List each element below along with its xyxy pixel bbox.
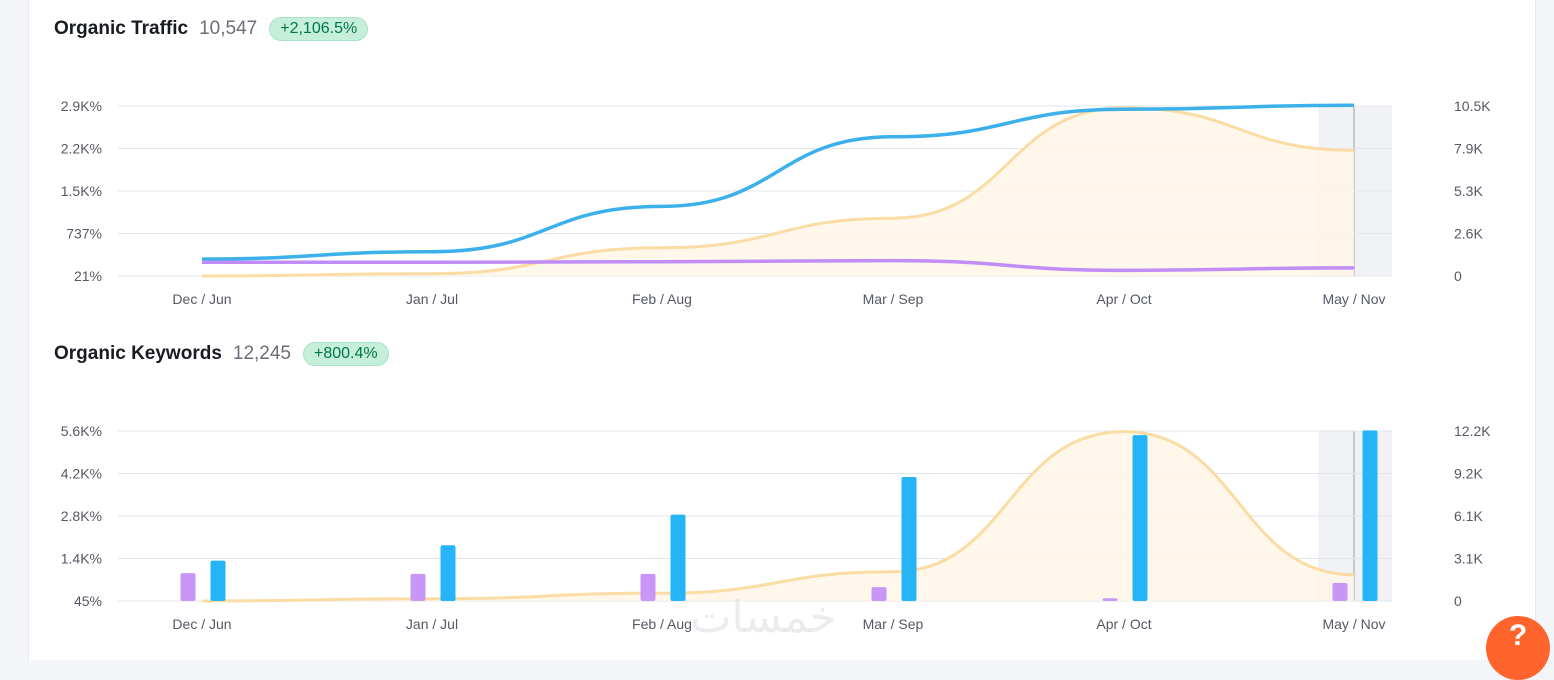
- bar: [871, 587, 887, 601]
- left-tick-label: 4.2K%: [61, 466, 102, 482]
- left-tick-label: 45%: [74, 593, 102, 609]
- right-tick-label: 7.9K: [1454, 141, 1483, 157]
- right-tick-label: 12.2K: [1454, 423, 1491, 439]
- right-tick-label: 5.3K: [1454, 183, 1483, 199]
- organic-keywords-change-badge: +800.4%: [303, 342, 389, 366]
- organic-keywords-title: Organic Keywords: [54, 343, 222, 364]
- right-tick-label: 6.1K: [1454, 508, 1483, 524]
- x-tick-label: Mar / Sep: [863, 616, 924, 632]
- bar: [640, 573, 656, 601]
- x-tick-label: Apr / Oct: [1096, 291, 1151, 307]
- right-tick-label: 3.1K: [1454, 551, 1483, 567]
- organic-traffic-value: 10,547: [199, 18, 258, 39]
- bar: [1102, 598, 1118, 601]
- bar: [1362, 430, 1378, 601]
- bar: [1332, 582, 1348, 601]
- left-tick-label: 5.6K%: [61, 423, 102, 439]
- bar: [1132, 435, 1148, 601]
- x-tick-label: May / Nov: [1322, 616, 1385, 632]
- organic-traffic-change-badge: +2,106.5%: [269, 17, 369, 41]
- organic-traffic-title: Organic Traffic: [54, 18, 189, 39]
- right-tick-label: 9.2K: [1454, 466, 1483, 482]
- x-tick-label: Mar / Sep: [863, 291, 924, 307]
- series-line: [201, 103, 1355, 261]
- x-tick-label: Feb / Aug: [632, 291, 692, 307]
- organic-traffic-header: Organic Traffic 10,547 +2,106.5%: [54, 15, 369, 43]
- left-tick-label: 2.8K%: [61, 508, 102, 524]
- x-tick-label: Dec / Jun: [172, 291, 231, 307]
- organic-traffic-chart[interactable]: 2.9K% 10.5K 2.2K% 7.9K 1.5K% 5.3K 737% 2.6K 21% 0…: [0, 0, 1554, 320]
- help-button[interactable]: ?: [1486, 616, 1550, 680]
- right-tick-label: 10.5K: [1454, 98, 1491, 114]
- bar: [210, 560, 226, 601]
- bar: [901, 476, 917, 601]
- x-tick-label: Jan / Jul: [406, 291, 458, 307]
- right-tick-label: 0: [1454, 268, 1462, 284]
- left-tick-label: 1.5K%: [61, 183, 102, 199]
- series-area: [202, 431, 1354, 601]
- organic-keywords-header: Organic Keywords 12,245 +800.4%: [54, 340, 389, 368]
- x-tick-label: Apr / Oct: [1096, 616, 1151, 632]
- x-tick-label: Dec / Jun: [172, 616, 231, 632]
- question-mark-icon: ?: [1508, 619, 1528, 652]
- left-tick-label: 2.9K%: [61, 98, 102, 114]
- right-tick-label: 2.6K: [1454, 226, 1483, 242]
- right-tick-label: 0: [1454, 593, 1462, 609]
- left-tick-label: 2.2K%: [61, 141, 102, 157]
- left-tick-label: 1.4K%: [61, 551, 102, 567]
- bar: [180, 573, 196, 601]
- left-tick-label: 737%: [66, 226, 102, 242]
- organic-keywords-chart[interactable]: 5.6K% 12.2K 4.2K% 9.2K 2.8K% 6.1K 1.4K% 3.1K 45%…: [0, 325, 1554, 645]
- series-area: [202, 107, 1354, 276]
- x-tick-label: Feb / Aug: [632, 616, 692, 632]
- bar: [410, 573, 426, 601]
- bar: [670, 514, 686, 601]
- organic-keywords-value: 12,245: [232, 343, 292, 364]
- bar: [440, 545, 456, 601]
- x-tick-label: May / Nov: [1322, 291, 1385, 307]
- left-tick-label: 21%: [74, 268, 102, 284]
- x-tick-label: Jan / Jul: [406, 616, 458, 632]
- watermark-text: خمسات: [690, 592, 837, 643]
- series-line: [202, 258, 1355, 273]
